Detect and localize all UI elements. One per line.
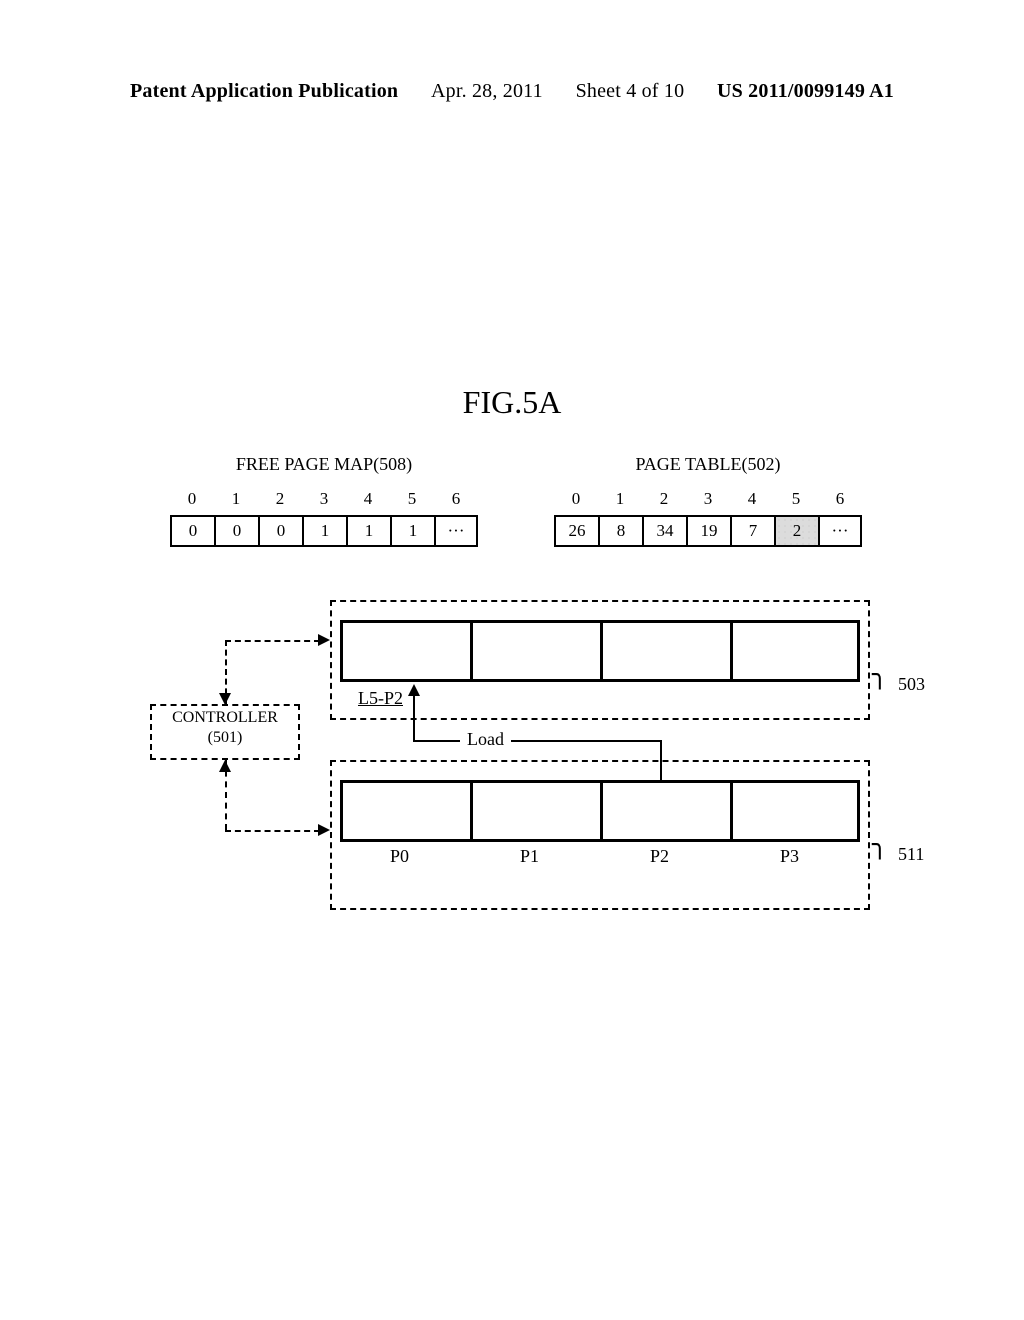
header-sheet: Sheet 4 of 10 <box>576 80 685 103</box>
fpm-index-row: 0 1 2 3 4 5 6 <box>170 483 478 515</box>
pt-val-highlight: 2 <box>774 515 818 547</box>
fpm-val: ··· <box>434 515 478 547</box>
load-arrow-v2 <box>413 695 415 742</box>
pt-idx: 4 <box>730 483 774 515</box>
dash-conn-2-arrow-icon <box>318 824 330 836</box>
free-page-map: FREE PAGE MAP(508) 0 1 2 3 4 5 6 0 0 0 1… <box>170 454 478 547</box>
mem511-slot <box>340 780 470 842</box>
page-table: PAGE TABLE(502) 0 1 2 3 4 5 6 26 8 34 19… <box>554 454 862 547</box>
ref-503: 503 <box>898 674 925 695</box>
system-diagram: CONTROLLER (501) L5-P2 ╮ 503 P0 P1 P2 P3 <box>150 600 890 930</box>
pt-val: 8 <box>598 515 642 547</box>
memory-503-slots <box>340 620 860 682</box>
mem511-slot <box>470 780 600 842</box>
fpm-val: 0 <box>214 515 258 547</box>
pt-val: 26 <box>554 515 598 547</box>
fpm-value-row: 0 0 0 1 1 1 ··· <box>170 515 478 547</box>
pt-idx: 6 <box>818 483 862 515</box>
header-date: Apr. 28, 2011 <box>431 80 543 103</box>
p3-label: P3 <box>780 846 799 867</box>
mem511-slot <box>600 780 730 842</box>
fpm-idx: 3 <box>302 483 346 515</box>
mem503-slot <box>730 620 860 682</box>
dash-conn-1h <box>225 640 320 642</box>
dash-conn-2h <box>225 830 320 832</box>
fpm-idx: 5 <box>390 483 434 515</box>
pt-idx: 3 <box>686 483 730 515</box>
dash-conn-1-arrow2-icon <box>219 693 231 705</box>
header-docnum: US 2011/0099149 A1 <box>717 80 894 103</box>
mem511-slot <box>730 780 860 842</box>
load-arrow-v <box>660 740 662 780</box>
fpm-val: 0 <box>170 515 214 547</box>
p1-label: P1 <box>520 846 539 867</box>
l5-p2-label: L5-P2 <box>356 688 405 709</box>
fpm-idx: 6 <box>434 483 478 515</box>
mem503-slot <box>340 620 470 682</box>
p2-label: P2 <box>650 846 669 867</box>
pt-idx: 1 <box>598 483 642 515</box>
mem503-slot <box>470 620 600 682</box>
data-tables: FREE PAGE MAP(508) 0 1 2 3 4 5 6 0 0 0 1… <box>170 454 862 547</box>
fpm-idx: 2 <box>258 483 302 515</box>
pt-idx: 0 <box>554 483 598 515</box>
fpm-idx: 1 <box>214 483 258 515</box>
document-header: Patent Application Publication Apr. 28, … <box>0 80 1024 103</box>
mem503-slot <box>600 620 730 682</box>
load-arrowhead-icon <box>408 684 420 696</box>
pt-val: 34 <box>642 515 686 547</box>
header-publication: Patent Application Publication <box>130 80 398 103</box>
fpm-val: 0 <box>258 515 302 547</box>
page-root: Patent Application Publication Apr. 28, … <box>0 0 1024 1320</box>
pt-idx: 2 <box>642 483 686 515</box>
load-arrow-h <box>413 740 662 742</box>
ref-511: 511 <box>898 844 924 865</box>
page-table-title: PAGE TABLE(502) <box>635 454 780 475</box>
pt-val: 7 <box>730 515 774 547</box>
brace-503: ╮ <box>872 660 888 690</box>
memory-511-slots <box>340 780 860 842</box>
pt-idx: 5 <box>774 483 818 515</box>
pt-value-row: 26 8 34 19 7 2 ··· <box>554 515 862 547</box>
dash-conn-2-arrow2-icon <box>219 760 231 772</box>
brace-511: ╮ <box>872 830 888 860</box>
controller-text-2: (501) <box>208 729 243 746</box>
pt-index-row: 0 1 2 3 4 5 6 <box>554 483 862 515</box>
figure-label: FIG.5A <box>0 384 1024 421</box>
pt-val: ··· <box>818 515 862 547</box>
p0-label: P0 <box>390 846 409 867</box>
load-label: Load <box>460 728 511 751</box>
fpm-val: 1 <box>390 515 434 547</box>
fpm-idx: 0 <box>170 483 214 515</box>
free-page-map-title: FREE PAGE MAP(508) <box>236 454 412 475</box>
fpm-val: 1 <box>346 515 390 547</box>
controller-label: CONTROLLER (501) <box>150 708 300 748</box>
pt-val: 19 <box>686 515 730 547</box>
fpm-idx: 4 <box>346 483 390 515</box>
dash-conn-1-arrow-icon <box>318 634 330 646</box>
fpm-val: 1 <box>302 515 346 547</box>
controller-text-1: CONTROLLER <box>172 709 278 726</box>
